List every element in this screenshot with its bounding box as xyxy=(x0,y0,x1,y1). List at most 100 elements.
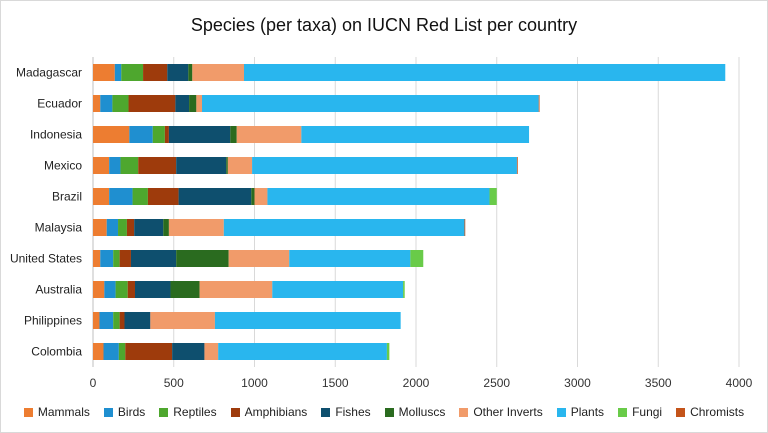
bar-australia-reptiles xyxy=(115,281,128,298)
bar-malaysia-other-inverts xyxy=(168,219,224,236)
bar-madagascar-other-inverts xyxy=(192,64,245,81)
bar-ecuador-amphibians xyxy=(128,95,176,112)
legend-swatch xyxy=(459,407,469,417)
bar-philippines-plants xyxy=(214,312,401,329)
bar-australia-molluscs xyxy=(170,281,200,298)
bar-united-states-amphibians xyxy=(119,250,131,267)
legend-swatch xyxy=(618,407,628,417)
bar-united-states-mammals xyxy=(93,250,101,267)
legend-label: Amphibians xyxy=(244,405,308,419)
legend-item-plants: Plants xyxy=(556,405,605,419)
legend-item-birds: Birds xyxy=(103,405,146,419)
bar-mexico-fishes xyxy=(176,157,227,174)
bar-brazil-reptiles xyxy=(132,188,148,205)
bar-australia-fishes xyxy=(134,281,171,298)
bar-mexico-molluscs xyxy=(226,157,228,174)
bar-philippines-reptiles xyxy=(113,312,120,329)
x-tick-label-7: 3500 xyxy=(645,376,672,390)
x-tick-label-1: 500 xyxy=(164,376,184,390)
bar-brazil-mammals xyxy=(93,188,110,205)
category-label-4: Brazil xyxy=(52,190,82,204)
bar-philippines-mammals xyxy=(93,312,100,329)
bar-brazil-amphibians xyxy=(147,188,179,205)
bar-madagascar-amphibians xyxy=(143,64,168,81)
bar-colombia-mammals xyxy=(93,343,104,360)
bar-philippines-other-inverts xyxy=(150,312,215,329)
chart-legend: Mammals Birds Reptiles Amphibians Fishes Moll… xyxy=(1,405,767,419)
legend-item-molluscs: Molluscs xyxy=(384,405,445,419)
legend-swatch xyxy=(23,407,33,417)
bar-brazil-molluscs xyxy=(251,188,255,205)
bar-ecuador-mammals xyxy=(93,95,101,112)
bar-madagascar-plants xyxy=(244,64,726,81)
bar-philippines-fishes xyxy=(124,312,151,329)
bar-malaysia-plants xyxy=(223,219,465,236)
bar-madagascar-fishes xyxy=(167,64,189,81)
bar-indonesia-reptiles xyxy=(152,126,165,143)
category-label-0: Madagascar xyxy=(16,66,82,80)
bar-colombia-plants xyxy=(218,343,387,360)
category-label-1: Ecuador xyxy=(37,97,82,111)
bar-ecuador-molluscs xyxy=(189,95,197,112)
legend-swatch xyxy=(103,407,113,417)
bar-malaysia-birds xyxy=(106,219,119,236)
x-tick-label-8: 4000 xyxy=(726,376,753,390)
x-tick-label-0: 0 xyxy=(90,376,97,390)
bar-australia-fungi xyxy=(403,281,405,298)
bar-colombia-fungi xyxy=(386,343,390,360)
legend-swatch xyxy=(321,407,331,417)
chart-title: Species (per taxa) on IUCN Red List per … xyxy=(190,15,578,35)
bar-philippines-birds xyxy=(99,312,114,329)
category-label-7: Australia xyxy=(35,283,82,297)
bar-ecuador-reptiles xyxy=(112,95,129,112)
legend-label: Fungi xyxy=(632,405,663,419)
category-label-3: Mexico xyxy=(44,159,82,173)
bar-mexico-birds xyxy=(109,157,121,174)
bar-ecuador-birds xyxy=(100,95,113,112)
legend-label: Birds xyxy=(117,405,146,419)
category-label-2: Indonesia xyxy=(30,128,82,142)
bar-united-states-plants xyxy=(289,250,411,267)
bar-colombia-fishes xyxy=(172,343,205,360)
legend-item-amphibians: Amphibians xyxy=(230,405,308,419)
bar-indonesia-fishes xyxy=(168,126,231,143)
legend-label: Plants xyxy=(570,405,605,419)
bar-united-states-fishes xyxy=(130,250,177,267)
bar-brazil-plants xyxy=(267,188,490,205)
bar-brazil-birds xyxy=(109,188,133,205)
x-tick-label-6: 3000 xyxy=(564,376,591,390)
bar-madagascar-birds xyxy=(114,64,122,81)
legend-label: Other Inverts xyxy=(473,405,543,419)
bar-mexico-mammals xyxy=(93,157,110,174)
legend-swatch xyxy=(159,407,169,417)
bar-brazil-fishes xyxy=(178,188,252,205)
bar-philippines-amphibians xyxy=(119,312,125,329)
bar-malaysia-amphibians xyxy=(126,219,135,236)
legend-swatch xyxy=(384,407,394,417)
bar-indonesia-amphibians xyxy=(164,126,169,143)
legend-item-mammals: Mammals xyxy=(23,405,90,419)
bar-colombia-amphibians xyxy=(125,343,173,360)
bar-indonesia-mammals xyxy=(93,126,130,143)
bar-indonesia-molluscs xyxy=(230,126,237,143)
legend-label: Chromists xyxy=(690,405,745,419)
legend-item-chromists: Chromists xyxy=(676,405,744,419)
legend-label: Fishes xyxy=(335,405,371,419)
bar-united-states-reptiles xyxy=(113,250,120,267)
bar-ecuador-chromists xyxy=(538,95,540,112)
bar-malaysia-reptiles xyxy=(118,219,127,236)
bar-malaysia-mammals xyxy=(93,219,107,236)
x-tick-label-2: 1000 xyxy=(241,376,268,390)
bar-malaysia-molluscs xyxy=(163,219,169,236)
bar-indonesia-plants xyxy=(301,126,530,143)
bar-colombia-other-inverts xyxy=(204,343,219,360)
legend-item-fungi: Fungi xyxy=(618,405,662,419)
bar-malaysia-fishes xyxy=(134,219,164,236)
bar-indonesia-birds xyxy=(129,126,153,143)
bar-ecuador-other-inverts xyxy=(196,95,203,112)
legend-label: Mammals xyxy=(37,405,90,419)
bar-brazil-other-inverts xyxy=(254,188,268,205)
x-tick-label-4: 2000 xyxy=(403,376,430,390)
